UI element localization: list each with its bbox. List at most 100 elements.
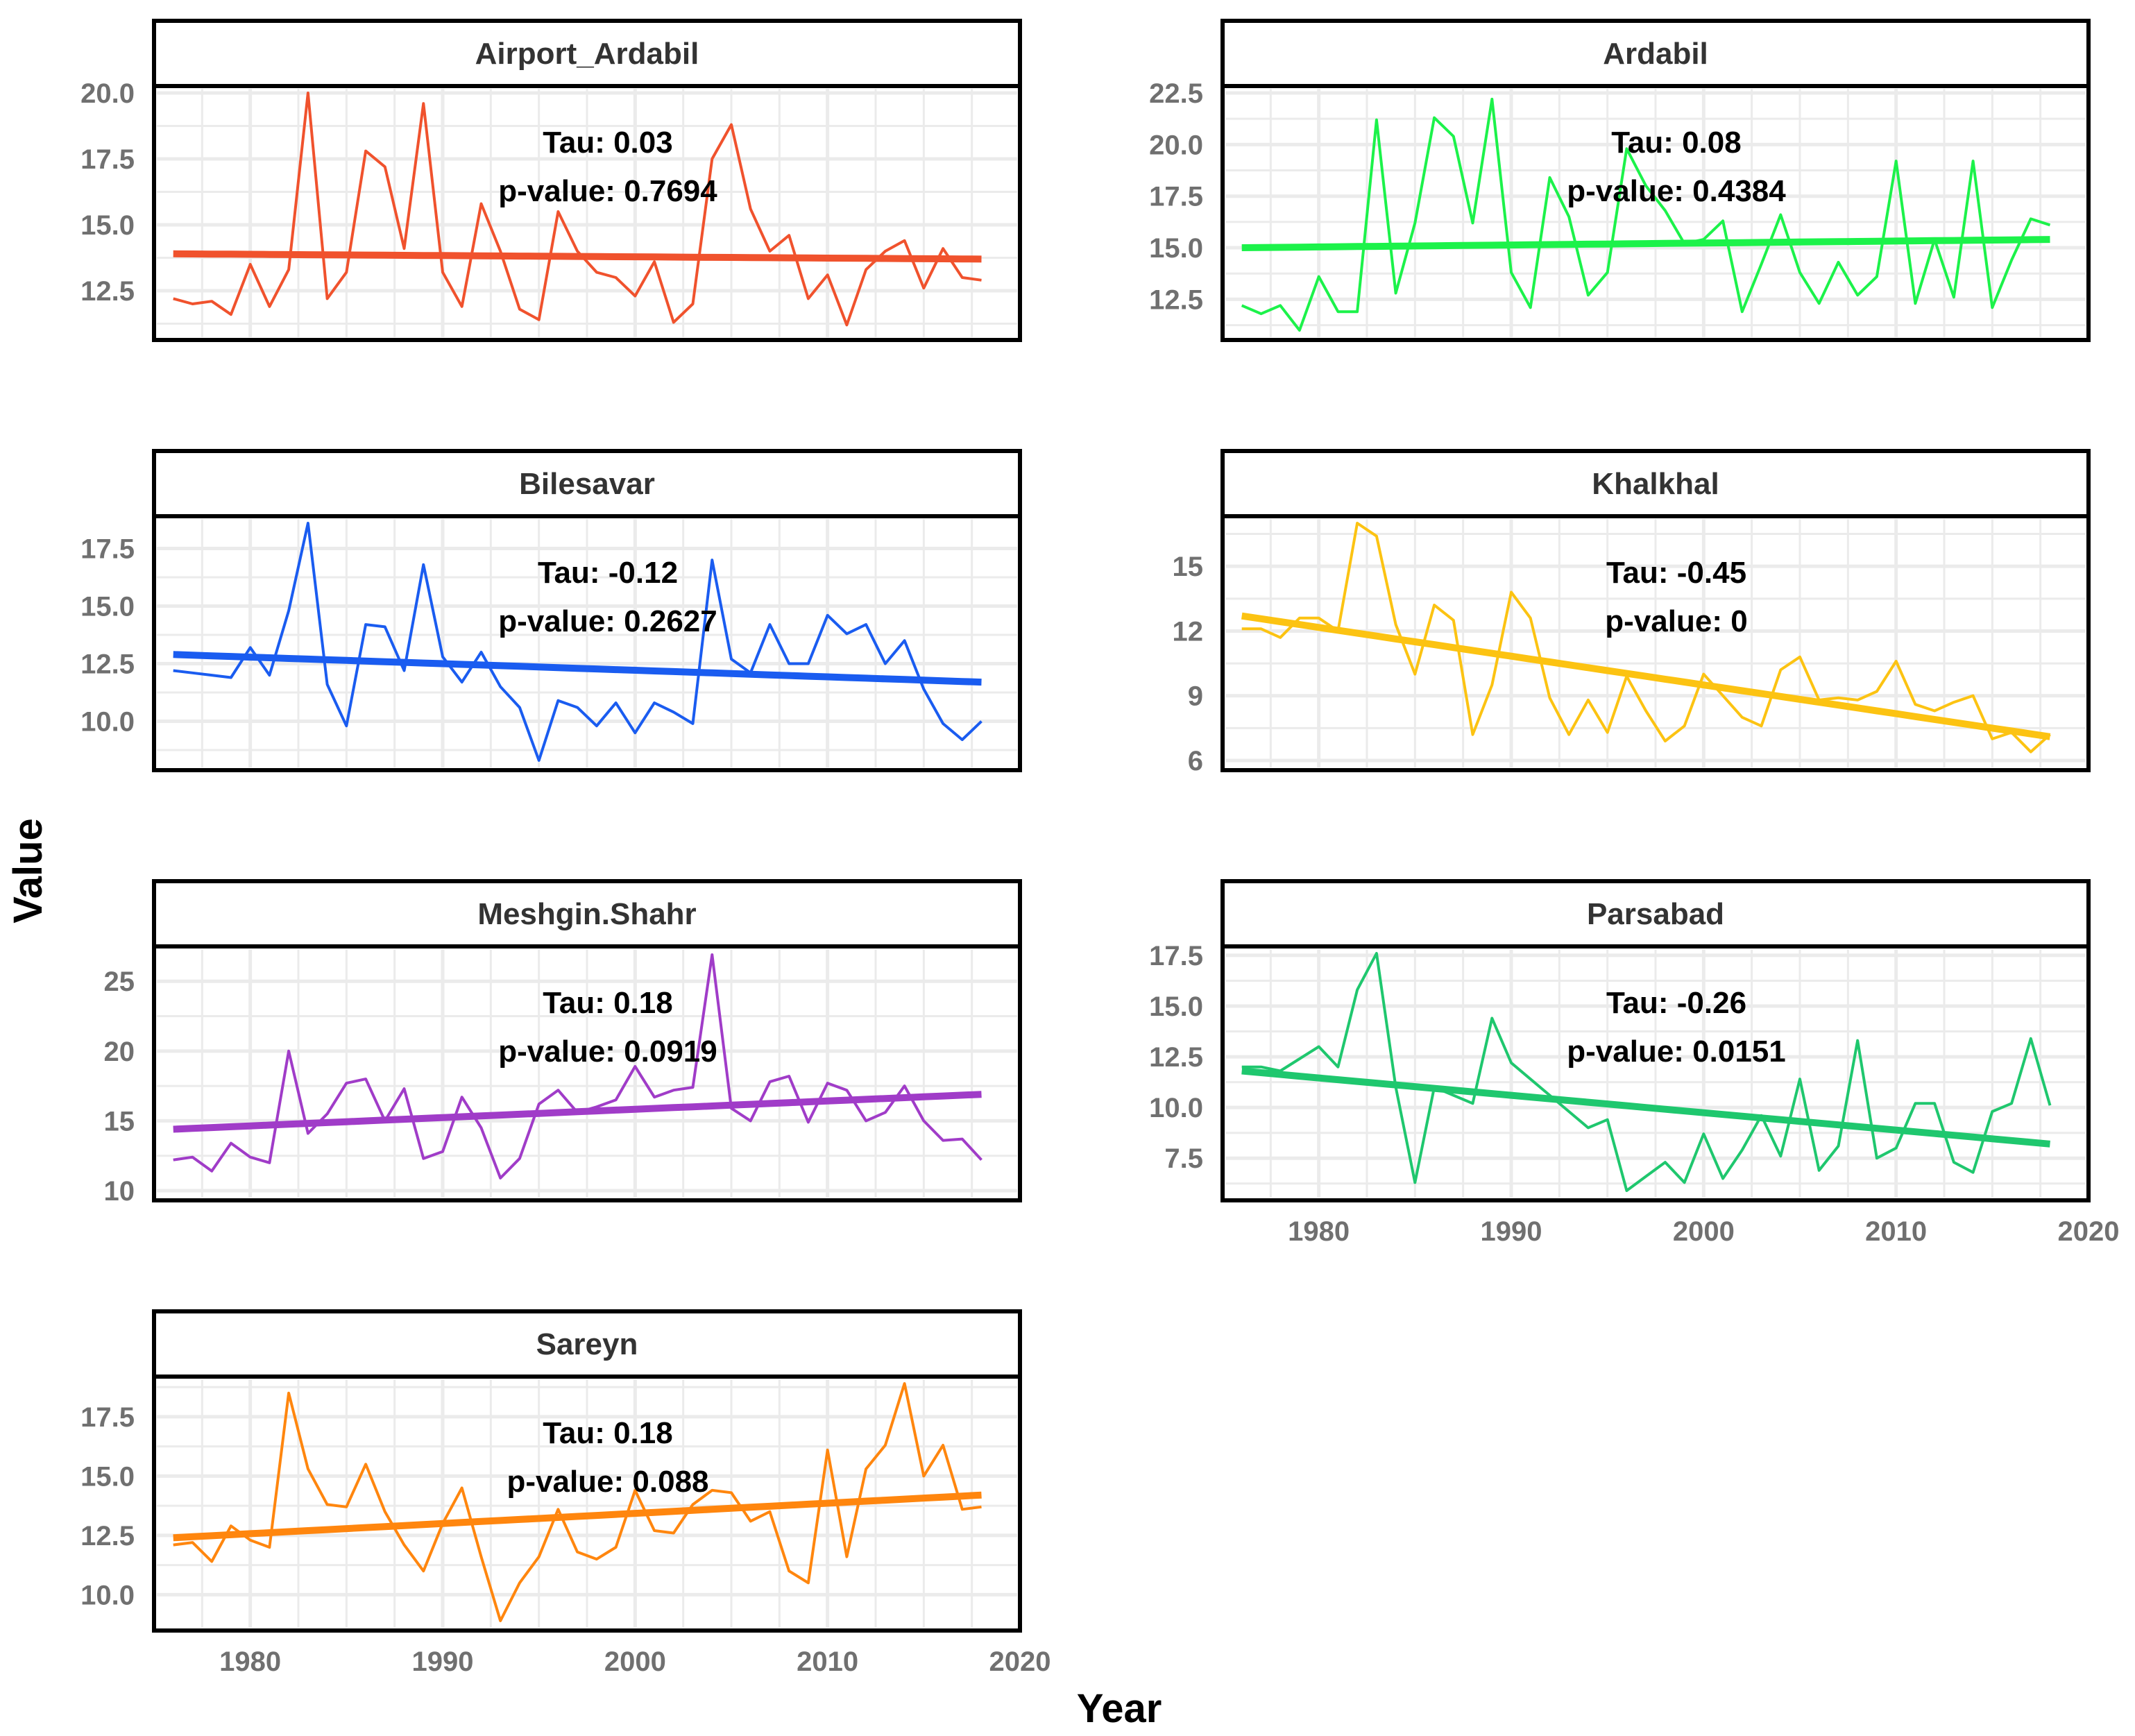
- y-tick-label: 10.0: [1149, 1093, 1203, 1123]
- panel-2-title: Ardabil: [1603, 37, 1708, 71]
- panel-3-strip: [152, 449, 1022, 518]
- y-tick-label: 17.5: [80, 534, 135, 565]
- y-tick-label: 10.0: [80, 1580, 135, 1610]
- panel-5-strip: [152, 879, 1022, 948]
- x-tick-label: 1990: [1481, 1216, 1542, 1247]
- panel-6-border: [1220, 944, 2091, 1202]
- panel-3-title: Bilesavar: [519, 467, 655, 501]
- panel-1-series-line: [173, 92, 982, 327]
- y-tick-label: 17.5: [80, 144, 135, 175]
- panel-3-border: [152, 514, 1022, 772]
- x-tick-label: 2010: [1865, 1216, 1927, 1247]
- y-tick-label: 25: [104, 967, 135, 997]
- panel-4-border: [1220, 514, 2091, 772]
- panel-5-pvalue-label: p-value: 0.0919: [498, 1035, 717, 1069]
- y-tick-label: 12.5: [80, 1521, 135, 1551]
- panel-7-trend-line: [173, 1491, 982, 1542]
- panel-7: Sareyn 10.0 12.5 15.0 17.5 1980 1990 2000 2010 20…: [80, 1309, 1051, 1677]
- panel-6: Parsabad 7.5 10.0 12.5 15.0 17.5 1980 1990 2000 2…: [1149, 879, 2120, 1247]
- y-tick-label: 15.0: [80, 210, 135, 241]
- y-tick-label: 15.0: [1149, 233, 1203, 264]
- x-tick-label: 1980: [1288, 1216, 1350, 1247]
- panel-3: Bilesavar 10.0 12.5 15.0 17.5 Tau: -0.12 p-val…: [80, 449, 1022, 772]
- panel-3-grid: [153, 519, 1022, 767]
- panel-1-strip: [152, 19, 1022, 88]
- panel-1-title: Airport_Ardabil: [475, 37, 699, 71]
- panel-4: Khalkhal 6 9 12 15 Tau: -0.45 p-value: 0: [1173, 449, 2091, 776]
- panel-3-trend-line: [173, 651, 982, 686]
- panel-7-pvalue-label: p-value: 0.088: [507, 1465, 708, 1499]
- x-tick-label: 1990: [412, 1646, 474, 1677]
- y-tick-label: 7.5: [1164, 1143, 1203, 1174]
- panel-2-series-line: [1241, 97, 2051, 332]
- y-tick-label: 6: [1188, 746, 1203, 776]
- panel-6-tau-label: Tau: -0.26: [1606, 986, 1746, 1020]
- panel-4-title: Khalkhal: [1592, 467, 1719, 501]
- panel-2-border: [1220, 84, 2091, 342]
- panel-4-strip: [1220, 449, 2091, 518]
- y-tick-label: 12.5: [1149, 284, 1203, 315]
- panel-7-border: [152, 1375, 1022, 1633]
- panel-1-border: [152, 84, 1022, 342]
- panel-7-tau-label: Tau: 0.18: [543, 1416, 672, 1450]
- x-tick-label: 2020: [989, 1646, 1051, 1677]
- x-tick-label: 2010: [797, 1646, 858, 1677]
- y-tick-label: 12.5: [80, 649, 135, 680]
- panel-5: Meshgin.Shahr 10 15 20 25 Tau: 0.18 p-value: 0…: [104, 879, 1022, 1207]
- y-tick-label: 17.5: [1149, 941, 1203, 971]
- x-tick-label: 2020: [2058, 1216, 2120, 1247]
- y-tick-label: 17.5: [1149, 182, 1203, 212]
- x-axis-title: Year: [1077, 1686, 1162, 1731]
- panel-7-strip: [152, 1309, 1022, 1379]
- panel-6-strip: [1220, 879, 2091, 948]
- panel-7-title: Sareyn: [536, 1327, 638, 1361]
- panel-2: Ardabil 12.5 15.0 17.5 20.0 22.5 Tau: 0.08 p-va…: [1149, 19, 2091, 342]
- panel-4-tau-label: Tau: -0.45: [1606, 556, 1746, 590]
- panel-5-title: Meshgin.Shahr: [477, 897, 696, 931]
- y-tick-label: 9: [1188, 681, 1203, 712]
- panel-2-strip: [1220, 19, 2091, 88]
- panel-4-pvalue-label: p-value: 0: [1605, 604, 1747, 638]
- y-tick-label: 12.5: [80, 276, 135, 307]
- panel-6-series-line: [1241, 952, 2052, 1192]
- panel-1-trend-line: [173, 250, 982, 263]
- y-tick-label: 15: [1173, 552, 1204, 582]
- panel-5-border: [152, 944, 1022, 1202]
- x-tick-label: 2000: [604, 1646, 666, 1677]
- panel-1-tau-label: Tau: 0.03: [543, 126, 672, 160]
- y-tick-label: 15.0: [80, 1461, 135, 1492]
- y-tick-label: 15.0: [1149, 992, 1203, 1022]
- panel-3-pvalue-label: p-value: 0.2627: [498, 604, 717, 638]
- panel-2-trend-line: [1241, 236, 2050, 251]
- panel-3-series-line: [173, 522, 983, 762]
- panel-1-pvalue-label: p-value: 0.7694: [498, 174, 717, 208]
- y-tick-label: 15.0: [80, 592, 135, 622]
- panel-2-grid: [1221, 89, 2091, 337]
- panel-4-trend-line: [1241, 612, 2051, 740]
- y-tick-label: 20: [104, 1037, 135, 1067]
- panel-4-series-line: [1241, 522, 2051, 754]
- panels-layer: Airport_Ardabil 12.5 15.0 17.5 20.0 Tau: 0.03…: [80, 19, 2120, 1677]
- panel-7-series-line: [173, 1382, 982, 1622]
- panel-1: Airport_Ardabil 12.5 15.0 17.5 20.0 Tau: 0.03…: [80, 19, 1022, 342]
- y-tick-label: 12.5: [1149, 1042, 1203, 1073]
- x-tick-label: 1980: [219, 1646, 281, 1677]
- panel-2-pvalue-label: p-value: 0.4384: [1567, 174, 1786, 208]
- y-tick-label: 20.0: [80, 78, 135, 109]
- panel-5-tau-label: Tau: 0.18: [543, 986, 672, 1020]
- y-tick-label: 22.5: [1149, 78, 1203, 109]
- panel-6-pvalue-label: p-value: 0.0151: [1567, 1035, 1786, 1069]
- y-tick-label: 20.0: [1149, 130, 1203, 160]
- x-tick-label: 2000: [1673, 1216, 1735, 1247]
- y-tick-label: 17.5: [80, 1402, 135, 1433]
- y-tick-label: 12: [1173, 616, 1204, 647]
- panel-5-trend-line: [173, 1091, 982, 1133]
- panel-6-title: Parsabad: [1587, 897, 1724, 931]
- y-tick-label: 10.0: [80, 707, 135, 738]
- panel-3-tau-label: Tau: -0.12: [538, 556, 678, 590]
- y-tick-label: 10: [104, 1176, 135, 1207]
- y-axis-title: Value: [6, 818, 51, 924]
- panel-2-tau-label: Tau: 0.08: [1611, 126, 1741, 160]
- panel-6-trend-line: [1241, 1067, 2050, 1148]
